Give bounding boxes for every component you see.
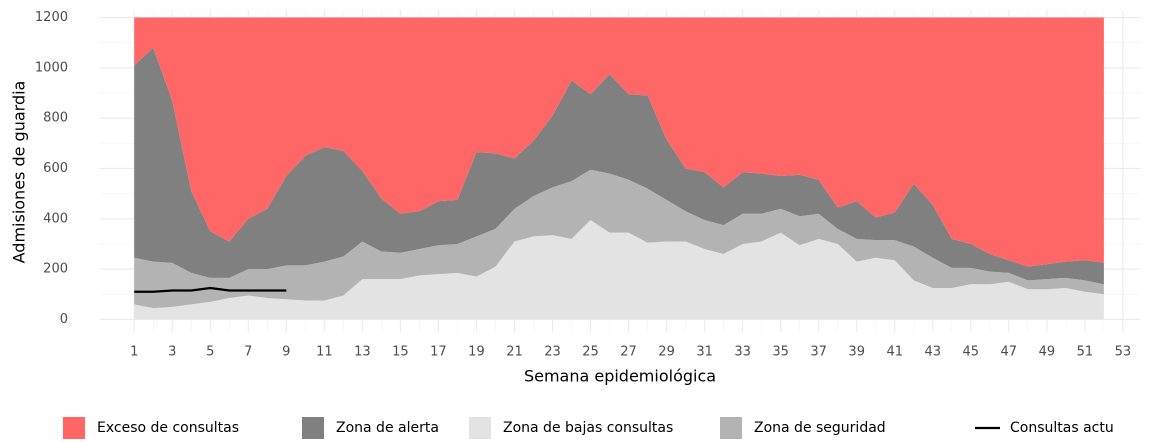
x-tick-label: 15 xyxy=(392,345,409,360)
y-tick-label: 800 xyxy=(43,111,68,126)
x-tick-label: 35 xyxy=(772,345,789,360)
legend-key xyxy=(720,417,742,439)
x-tick-label: 13 xyxy=(354,345,371,360)
line xyxy=(134,286,287,293)
x-tick-label: 1 xyxy=(130,345,138,360)
x-tick-label: 21 xyxy=(506,345,523,360)
x-tick-label: 31 xyxy=(696,345,713,360)
x-tick-label: 17 xyxy=(430,345,447,360)
y-axis-title: Admisiones de guardia xyxy=(10,81,29,264)
x-tick-label: 51 xyxy=(1077,345,1094,360)
x-tick-label: 27 xyxy=(620,345,637,360)
x-tick-label: 49 xyxy=(1039,345,1056,360)
y-tick-label: 200 xyxy=(43,262,68,277)
x-tick-label: 33 xyxy=(734,345,751,360)
y-tick-label: 0 xyxy=(60,312,68,327)
y-tick-label: 400 xyxy=(43,211,68,226)
legend-label: Zona de seguridad xyxy=(754,420,886,436)
x-tick-label: 25 xyxy=(582,345,599,360)
x-tick-label: 39 xyxy=(848,345,865,360)
legend-label: Consultas actu xyxy=(1010,420,1114,436)
y-tick-label: 1000 xyxy=(35,60,68,75)
y-tick-label: 1200 xyxy=(35,10,68,25)
x-tick-label: 43 xyxy=(924,345,941,360)
x-tick-label: 37 xyxy=(810,345,827,360)
area xyxy=(134,220,1104,320)
legend-label: Zona de alerta xyxy=(336,420,439,436)
x-tick-label: 47 xyxy=(1001,345,1018,360)
x-tick-label: 3 xyxy=(168,345,176,360)
legend-label: Exceso de consultas xyxy=(97,420,239,436)
x-tick-label: 53 xyxy=(1115,345,1132,360)
y-tick-label: 600 xyxy=(43,161,68,176)
x-tick-label: 45 xyxy=(963,345,980,360)
x-tick-label: 7 xyxy=(244,345,252,360)
area xyxy=(134,47,1104,285)
legend-label: Zona de bajas consultas xyxy=(503,420,673,436)
x-tick-label: 9 xyxy=(282,345,290,360)
x-tick-label: 41 xyxy=(886,345,903,360)
area xyxy=(134,169,1104,309)
x-tick-label: 23 xyxy=(544,345,561,360)
area xyxy=(134,17,1104,267)
x-axis-title: Semana epidemiológica xyxy=(524,367,716,386)
legend-key xyxy=(469,417,491,439)
legend-key xyxy=(302,417,324,439)
legend-key xyxy=(63,417,85,439)
x-tick-label: 11 xyxy=(316,345,333,360)
x-tick-label: 19 xyxy=(468,345,485,360)
x-tick-label: 29 xyxy=(658,345,675,360)
x-tick-label: 5 xyxy=(206,345,214,360)
